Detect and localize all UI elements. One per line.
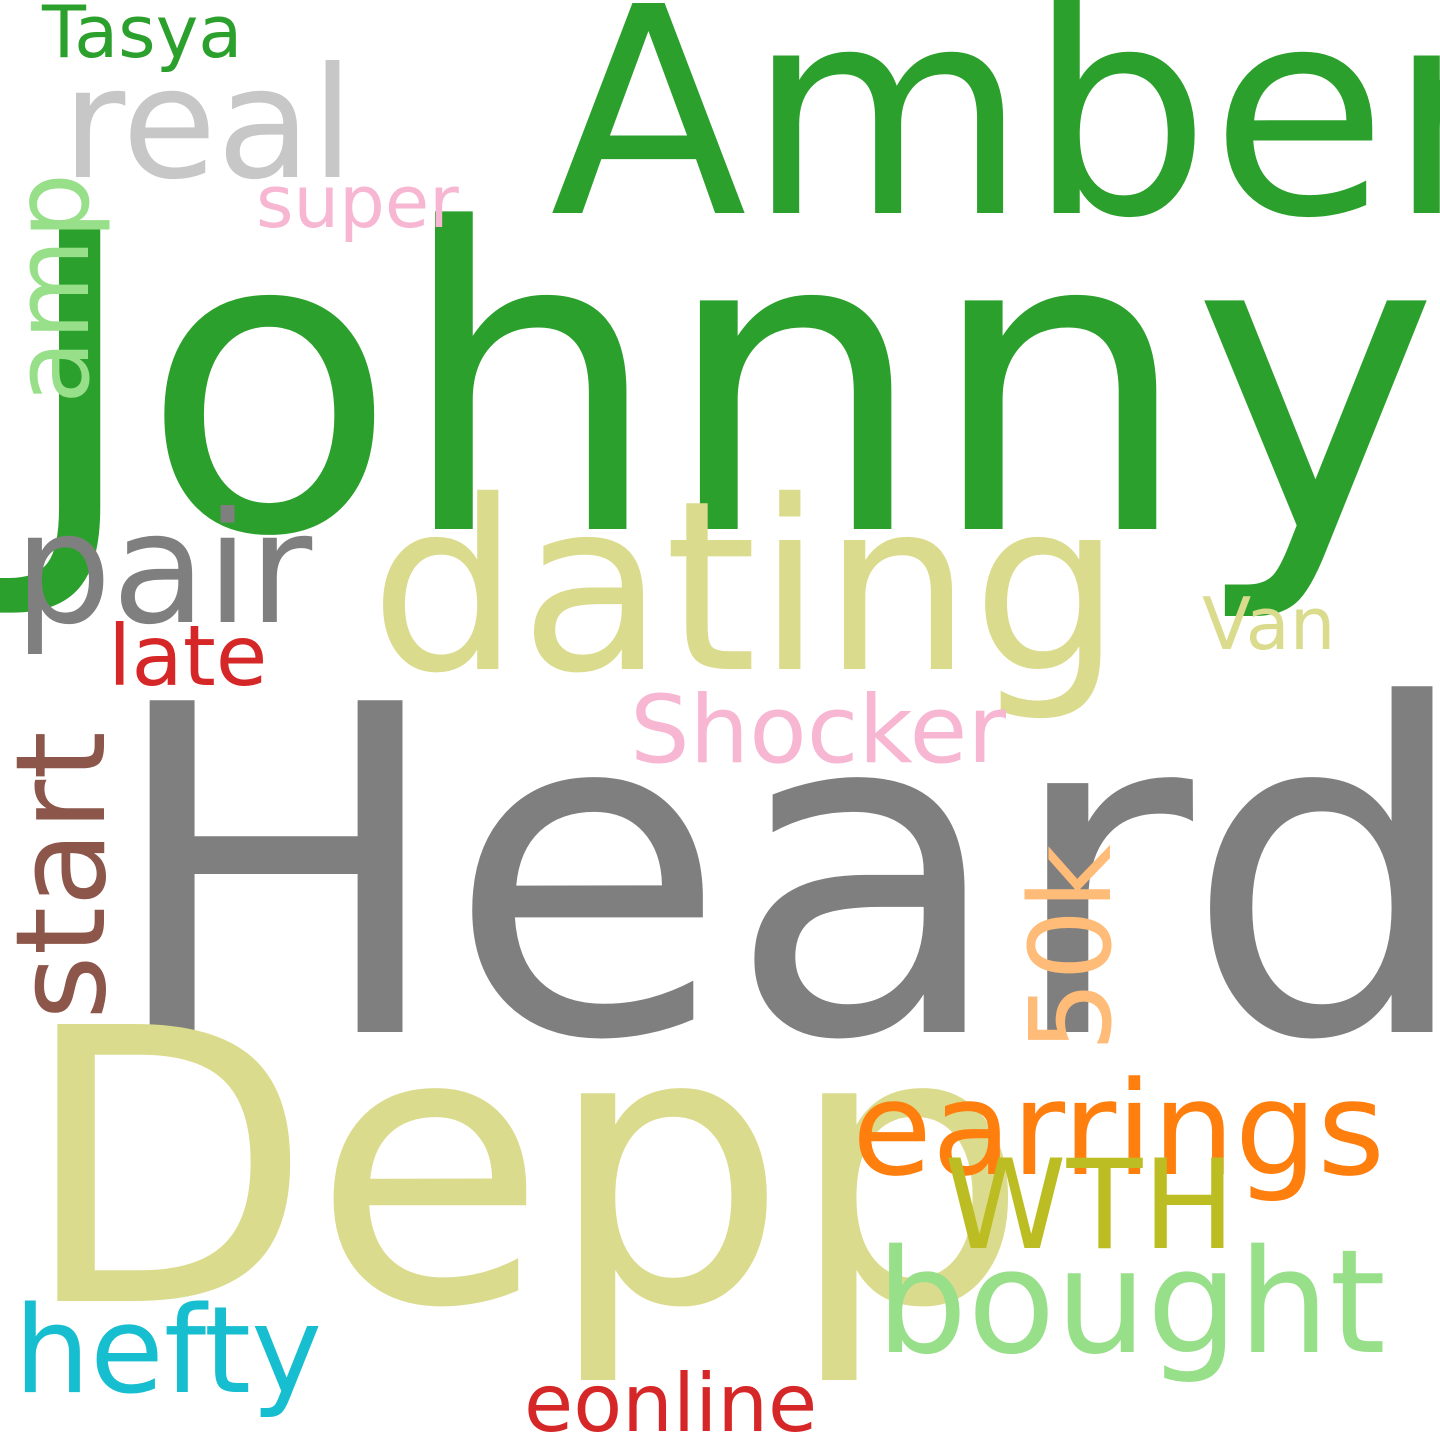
word-amp: amp [0, 172, 113, 404]
word-depp: Depp [20, 948, 1029, 1391]
word-bought: bought [876, 1218, 1386, 1386]
word-johnny: Johnny [18, 141, 1440, 628]
word-shocker: Shocker [630, 676, 1006, 785]
word-van: Van [1202, 582, 1336, 666]
word-tasya: Tasya [42, 0, 243, 74]
word-50k: 50k [1007, 844, 1137, 1052]
word-super: super [256, 160, 459, 244]
word-eonline: eonline [524, 1357, 818, 1440]
word-late: late [108, 607, 268, 705]
word-pair: pair [14, 480, 313, 659]
word-wth: WTH [944, 1134, 1236, 1278]
word-earrings: earrings [852, 1053, 1386, 1205]
word-hefty: hefty [14, 1282, 323, 1421]
word-start: start [0, 731, 134, 1020]
word-heard: Heard [105, 611, 1440, 1140]
word-real: real [62, 35, 354, 214]
word-amber: Amber [550, 0, 1440, 281]
word-dating: dating [370, 450, 1122, 725]
